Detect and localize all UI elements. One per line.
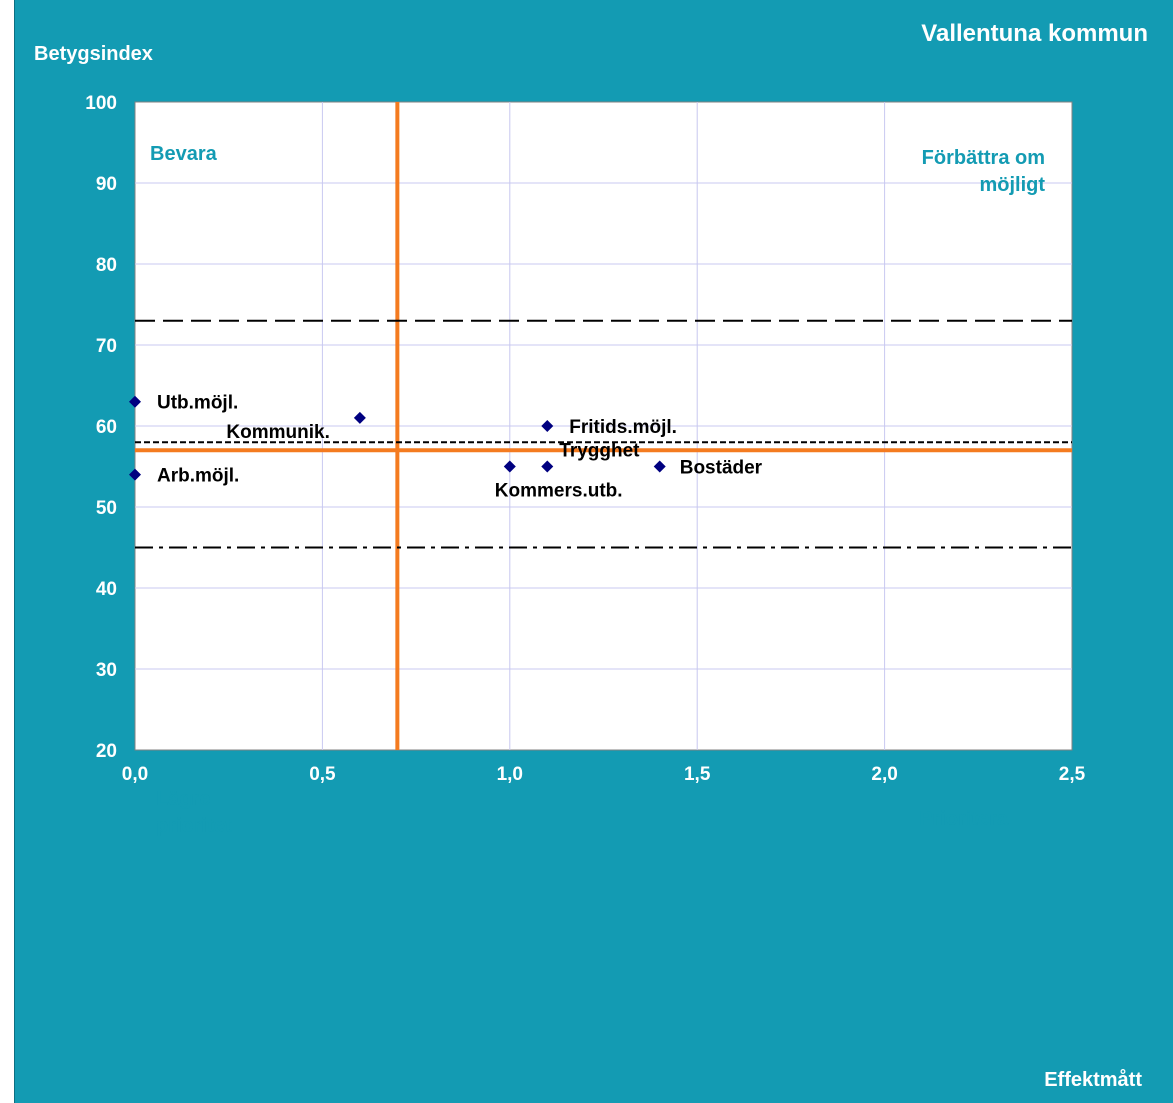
y-tick-label: 20	[96, 741, 117, 762]
axis-ticks: 20 30 40 50 60 70 80 90 100 0,0 0,5 1,0 1,5 2,0 2,5	[85, 93, 1085, 785]
data-point-marker	[129, 395, 141, 408]
y-tick-label: 60	[96, 417, 117, 438]
x-tick-label: 1,0	[497, 764, 523, 785]
quadrant-label-bottom-left-line2: prioritet	[156, 815, 232, 837]
x-axis-label: Effektmått	[1044, 1068, 1142, 1091]
x-tick-label: 0,5	[309, 764, 336, 785]
data-point-label: Kommers.utb.	[495, 481, 623, 502]
data-point-label: Trygghet	[559, 441, 640, 462]
data-point-marker	[541, 460, 554, 473]
y-tick-label: 30	[96, 660, 117, 681]
y-tick-label: 70	[96, 336, 117, 357]
data-point-marker	[653, 460, 666, 473]
y-tick-label: 50	[96, 498, 117, 519]
quadrant-label-top-right-line1: Förbättra om	[922, 147, 1045, 169]
data-point-label: Fritids.möjl.	[569, 417, 677, 438]
y-tick-label: 100	[85, 93, 117, 114]
data-point-label: Kommunik.	[226, 422, 329, 443]
data-point-label: Utb.möjl.	[157, 393, 238, 414]
data-point-marker	[129, 468, 141, 481]
data-point-marker	[503, 460, 516, 473]
reference-lines	[135, 102, 1072, 750]
x-tick-label: 2,5	[1059, 764, 1086, 785]
x-tick-label: 0,0	[122, 764, 148, 785]
grid-lines	[135, 102, 1072, 750]
quadrant-label-bottom-left-line1: Lägre	[156, 788, 210, 810]
data-points: Utb.möjl. Kommunik. Arb.möjl. Fritids.möjl.…	[129, 393, 763, 502]
data-point-marker	[353, 411, 366, 424]
quadrant-label-top-left: Bevara	[150, 143, 218, 165]
x-tick-label: 2,0	[871, 764, 897, 785]
x-tick-label: 1,5	[684, 764, 711, 785]
quadrant-label-top-right-line2: möjligt	[979, 174, 1045, 196]
y-tick-label: 80	[96, 255, 117, 276]
data-point-marker	[541, 420, 554, 432]
y-tick-label: 90	[96, 174, 117, 195]
quadrant-label-bottom-right: Prioritera	[919, 808, 1009, 830]
y-axis-label: Betygsindex	[34, 43, 153, 65]
y-tick-label: 40	[96, 579, 117, 600]
chart-title: Vallentuna kommun	[921, 20, 1148, 47]
data-point-label: Bostäder	[680, 458, 763, 479]
data-point-label: Arb.möjl.	[157, 466, 239, 487]
